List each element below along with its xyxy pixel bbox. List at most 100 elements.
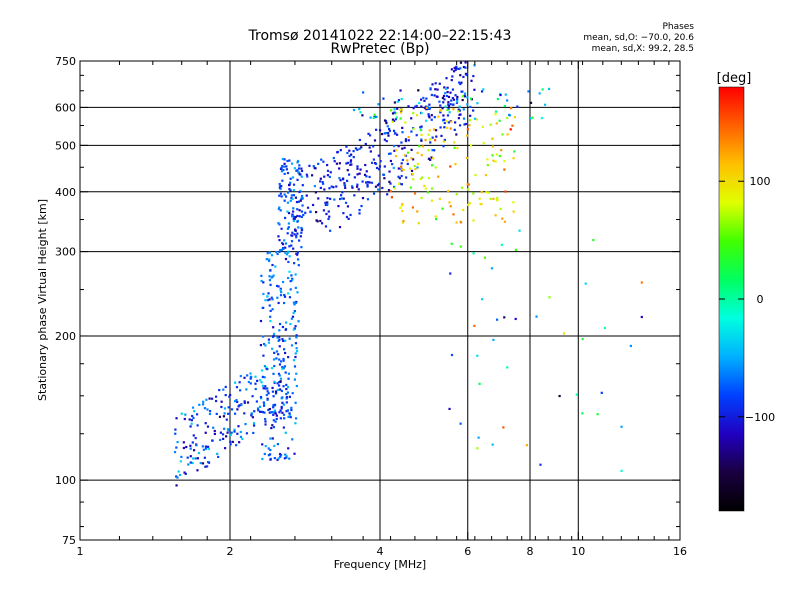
data-point [324, 225, 328, 228]
data-point [266, 252, 269, 255]
data-point [377, 168, 381, 171]
data-point [212, 426, 215, 429]
data-point [499, 207, 502, 211]
data-point [358, 138, 361, 142]
data-point [415, 134, 418, 137]
data-point [250, 413, 253, 416]
data-point [223, 447, 227, 450]
data-point [202, 448, 206, 451]
data-point [398, 108, 402, 111]
data-point [272, 395, 275, 398]
data-point [280, 389, 283, 393]
data-point [391, 118, 395, 121]
data-point [423, 99, 426, 102]
data-point [415, 104, 418, 108]
data-point [324, 201, 327, 204]
data-point [346, 169, 349, 172]
data-point [449, 103, 452, 106]
data-point [640, 315, 643, 319]
data-point [352, 149, 355, 153]
data-point [286, 232, 289, 235]
data-point [456, 95, 459, 99]
data-point [347, 217, 350, 220]
data-point [279, 360, 283, 363]
data-point [280, 248, 283, 251]
data-point [504, 190, 507, 193]
phase-stats-x-mode: mean, sd,X: 99.2, 28.5 [591, 44, 694, 54]
data-point [427, 157, 430, 160]
data-point [361, 114, 364, 117]
data-point [277, 235, 280, 238]
data-point [418, 145, 421, 148]
data-point [285, 168, 288, 171]
data-point [372, 158, 375, 161]
data-point [332, 156, 335, 160]
data-point [286, 191, 290, 194]
colorbar-tick-label: 100 [750, 175, 771, 188]
data-point [463, 92, 467, 95]
data-point [320, 222, 324, 225]
data-point [339, 179, 342, 182]
data-point [385, 121, 388, 125]
data-point [207, 447, 211, 451]
data-point [274, 412, 277, 415]
data-point [375, 128, 378, 131]
data-point [195, 413, 199, 416]
data-point [383, 119, 387, 122]
data-point [267, 259, 271, 263]
data-point [429, 87, 432, 90]
data-point [414, 167, 417, 171]
data-point [482, 88, 485, 91]
data-point [265, 366, 268, 369]
data-point [296, 208, 299, 211]
data-point [284, 328, 287, 331]
data-point [283, 365, 287, 368]
data-point [358, 147, 361, 150]
data-point [277, 457, 280, 460]
data-point [269, 458, 272, 461]
data-point [192, 416, 195, 420]
data-point [291, 231, 294, 234]
data-point [466, 183, 469, 186]
data-point [294, 401, 297, 404]
data-point [288, 245, 291, 248]
data-point [287, 260, 290, 264]
data-point [296, 178, 299, 181]
data-point [442, 114, 445, 117]
data-point [389, 182, 392, 185]
data-point [442, 140, 446, 143]
data-point [261, 411, 265, 414]
data-point [357, 188, 360, 191]
data-point [175, 484, 178, 487]
data-point [229, 440, 232, 443]
data-point [411, 206, 414, 209]
data-point [389, 159, 392, 163]
data-point [272, 358, 276, 361]
data-point [285, 383, 288, 387]
data-point [262, 292, 265, 296]
data-point [400, 141, 403, 144]
data-point [447, 95, 451, 99]
data-point [265, 258, 268, 261]
data-point [300, 167, 303, 170]
data-point [267, 447, 270, 450]
data-point [363, 173, 367, 177]
data-point [279, 187, 282, 190]
data-point [296, 214, 299, 218]
data-point [476, 447, 479, 450]
data-point [323, 188, 326, 191]
data-point [276, 336, 279, 339]
data-point [270, 276, 273, 279]
data-point [348, 149, 351, 152]
data-point [393, 101, 396, 104]
y-tick-label: 300 [55, 246, 76, 259]
data-point [433, 149, 436, 152]
data-point [289, 199, 292, 202]
data-point [185, 445, 188, 449]
data-point [230, 431, 233, 434]
data-point [294, 352, 297, 355]
data-point [281, 367, 284, 370]
data-point [514, 317, 517, 321]
data-point [295, 384, 298, 388]
data-point [525, 444, 529, 447]
